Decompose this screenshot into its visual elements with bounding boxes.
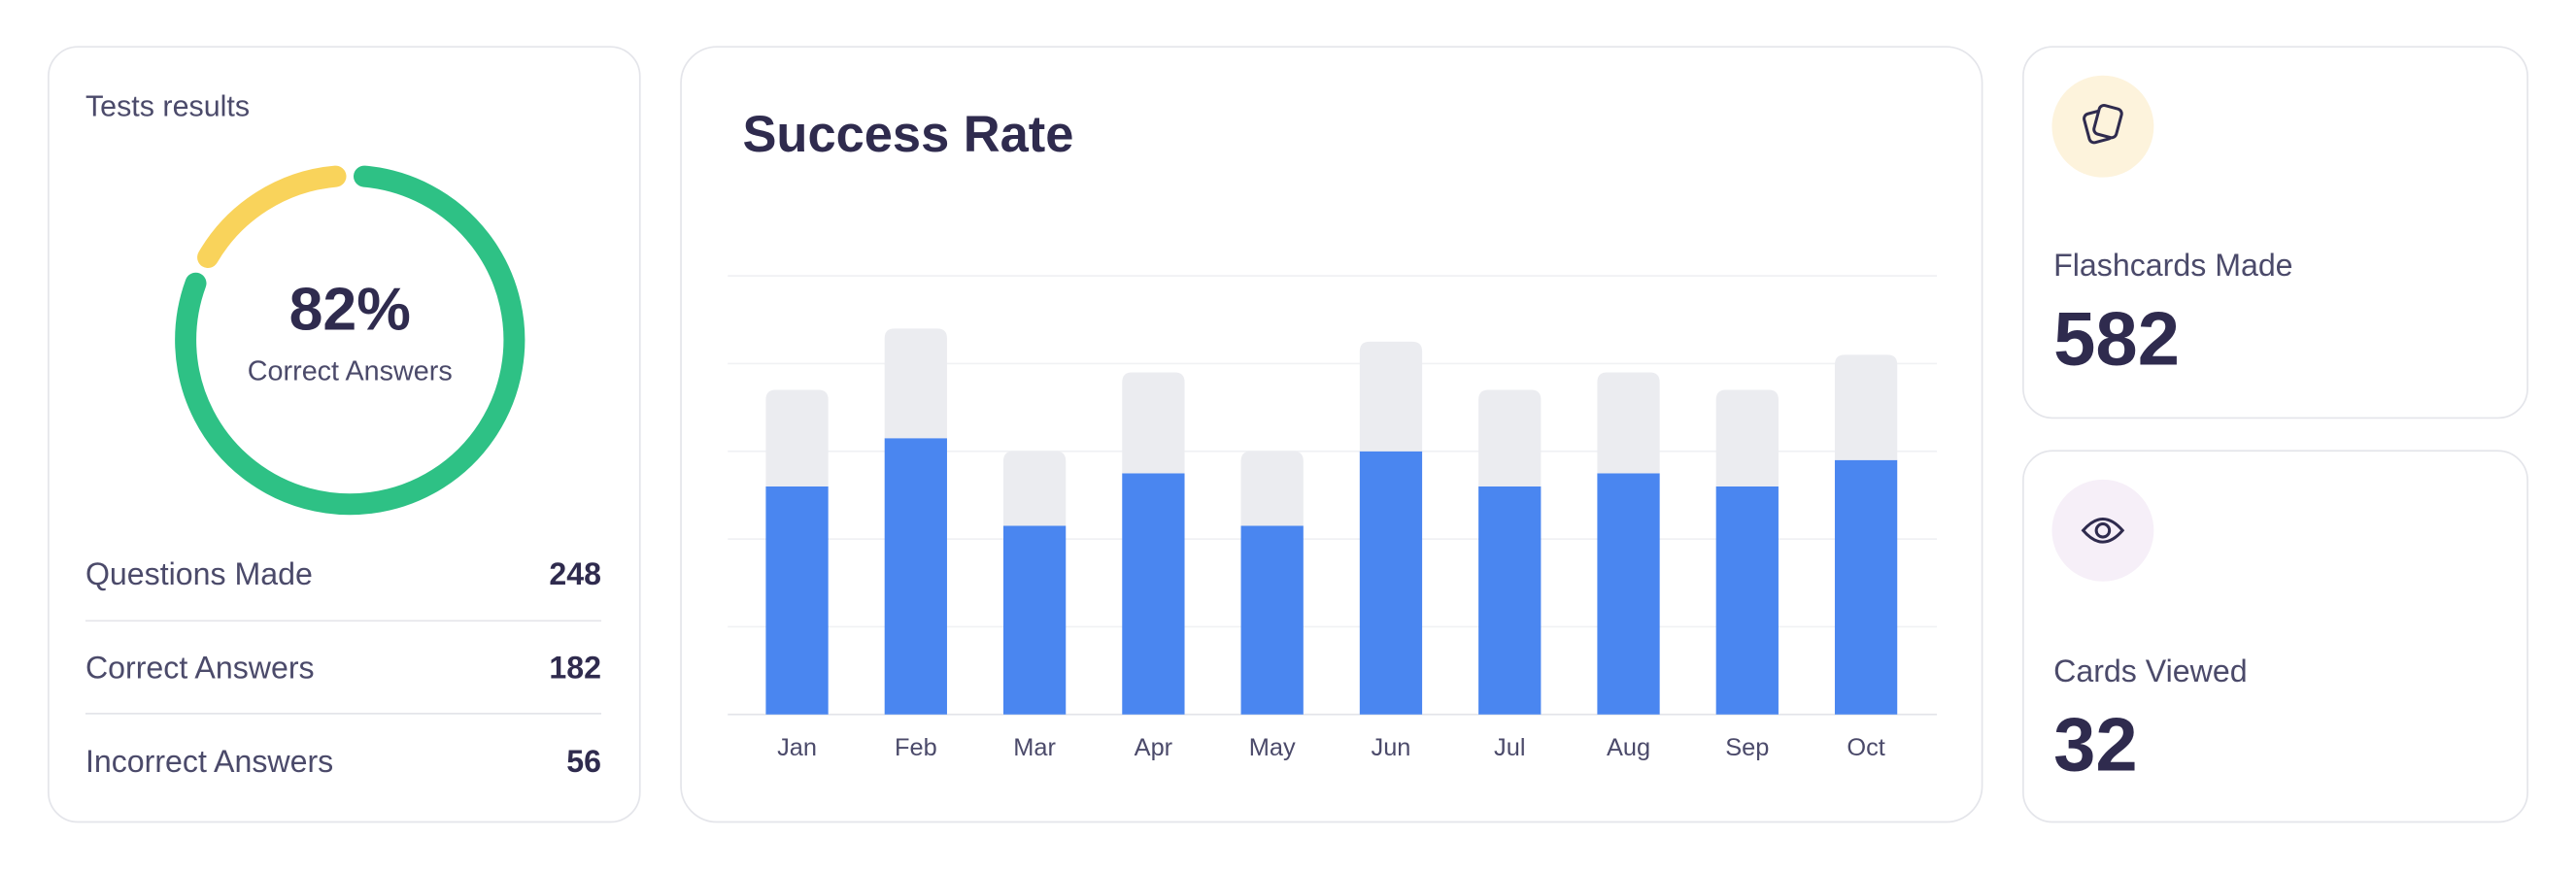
bar-segment bbox=[1715, 389, 1779, 486]
bar-segment bbox=[1834, 354, 1898, 460]
stat-row-value: 182 bbox=[549, 651, 601, 686]
bar-segment bbox=[1478, 486, 1542, 715]
bar-segment bbox=[884, 328, 947, 439]
bar-segment bbox=[1359, 341, 1423, 452]
cards-icon bbox=[2083, 104, 2123, 145]
eye-icon bbox=[2081, 517, 2125, 544]
bar-segment bbox=[1834, 459, 1898, 715]
donut-center-label: 82% bbox=[289, 276, 411, 344]
donut-subtitle: Correct Answers bbox=[248, 356, 453, 387]
x-tick-label: Apr bbox=[1135, 734, 1173, 761]
stat-label: Cards Viewed bbox=[2053, 654, 2247, 688]
stat-row-label: Correct Answers bbox=[85, 651, 315, 686]
x-tick-label: Mar bbox=[1013, 734, 1056, 761]
chart-card bbox=[680, 46, 1983, 823]
stat-value: 582 bbox=[2053, 298, 2180, 382]
bar-segment bbox=[1478, 389, 1542, 486]
bar-segment bbox=[1597, 372, 1660, 474]
icon-bg bbox=[2051, 479, 2154, 582]
tests-card bbox=[48, 46, 641, 823]
card-title: Tests results bbox=[85, 90, 250, 123]
x-tick-label: Jul bbox=[1494, 734, 1525, 761]
x-tick-label: Feb bbox=[895, 734, 937, 761]
bar-segment bbox=[765, 486, 829, 715]
bar-segment bbox=[1597, 473, 1660, 715]
x-tick-label: Jun bbox=[1372, 734, 1411, 761]
bar-segment bbox=[1122, 473, 1185, 715]
chart-title: Success Rate bbox=[742, 107, 1073, 163]
donut-segment bbox=[175, 165, 525, 516]
stat-row-value: 248 bbox=[549, 556, 601, 591]
x-tick-label: Aug bbox=[1607, 734, 1650, 761]
stat-value: 32 bbox=[2053, 703, 2138, 787]
stat-label: Flashcards Made bbox=[2053, 248, 2292, 283]
bar-segment bbox=[884, 438, 947, 715]
bar-segment bbox=[1002, 525, 1067, 715]
bar-segment bbox=[1359, 451, 1423, 715]
stat-row-label: Incorrect Answers bbox=[85, 744, 333, 779]
bar-segment bbox=[1122, 372, 1185, 474]
bar-segment bbox=[1002, 451, 1067, 526]
stat-row-label: Questions Made bbox=[85, 556, 313, 591]
bar-segment bbox=[765, 389, 829, 486]
x-tick-label: Oct bbox=[1847, 734, 1884, 761]
x-tick-label: Jan bbox=[777, 734, 817, 761]
bar-segment bbox=[1240, 525, 1304, 715]
x-tick-label: Sep bbox=[1725, 734, 1769, 761]
donut-segment bbox=[197, 165, 347, 269]
x-tick-label: May bbox=[1249, 734, 1296, 761]
bar-segment bbox=[1715, 486, 1779, 715]
bar-segment bbox=[1240, 451, 1304, 526]
stat-row-value: 56 bbox=[566, 744, 601, 779]
